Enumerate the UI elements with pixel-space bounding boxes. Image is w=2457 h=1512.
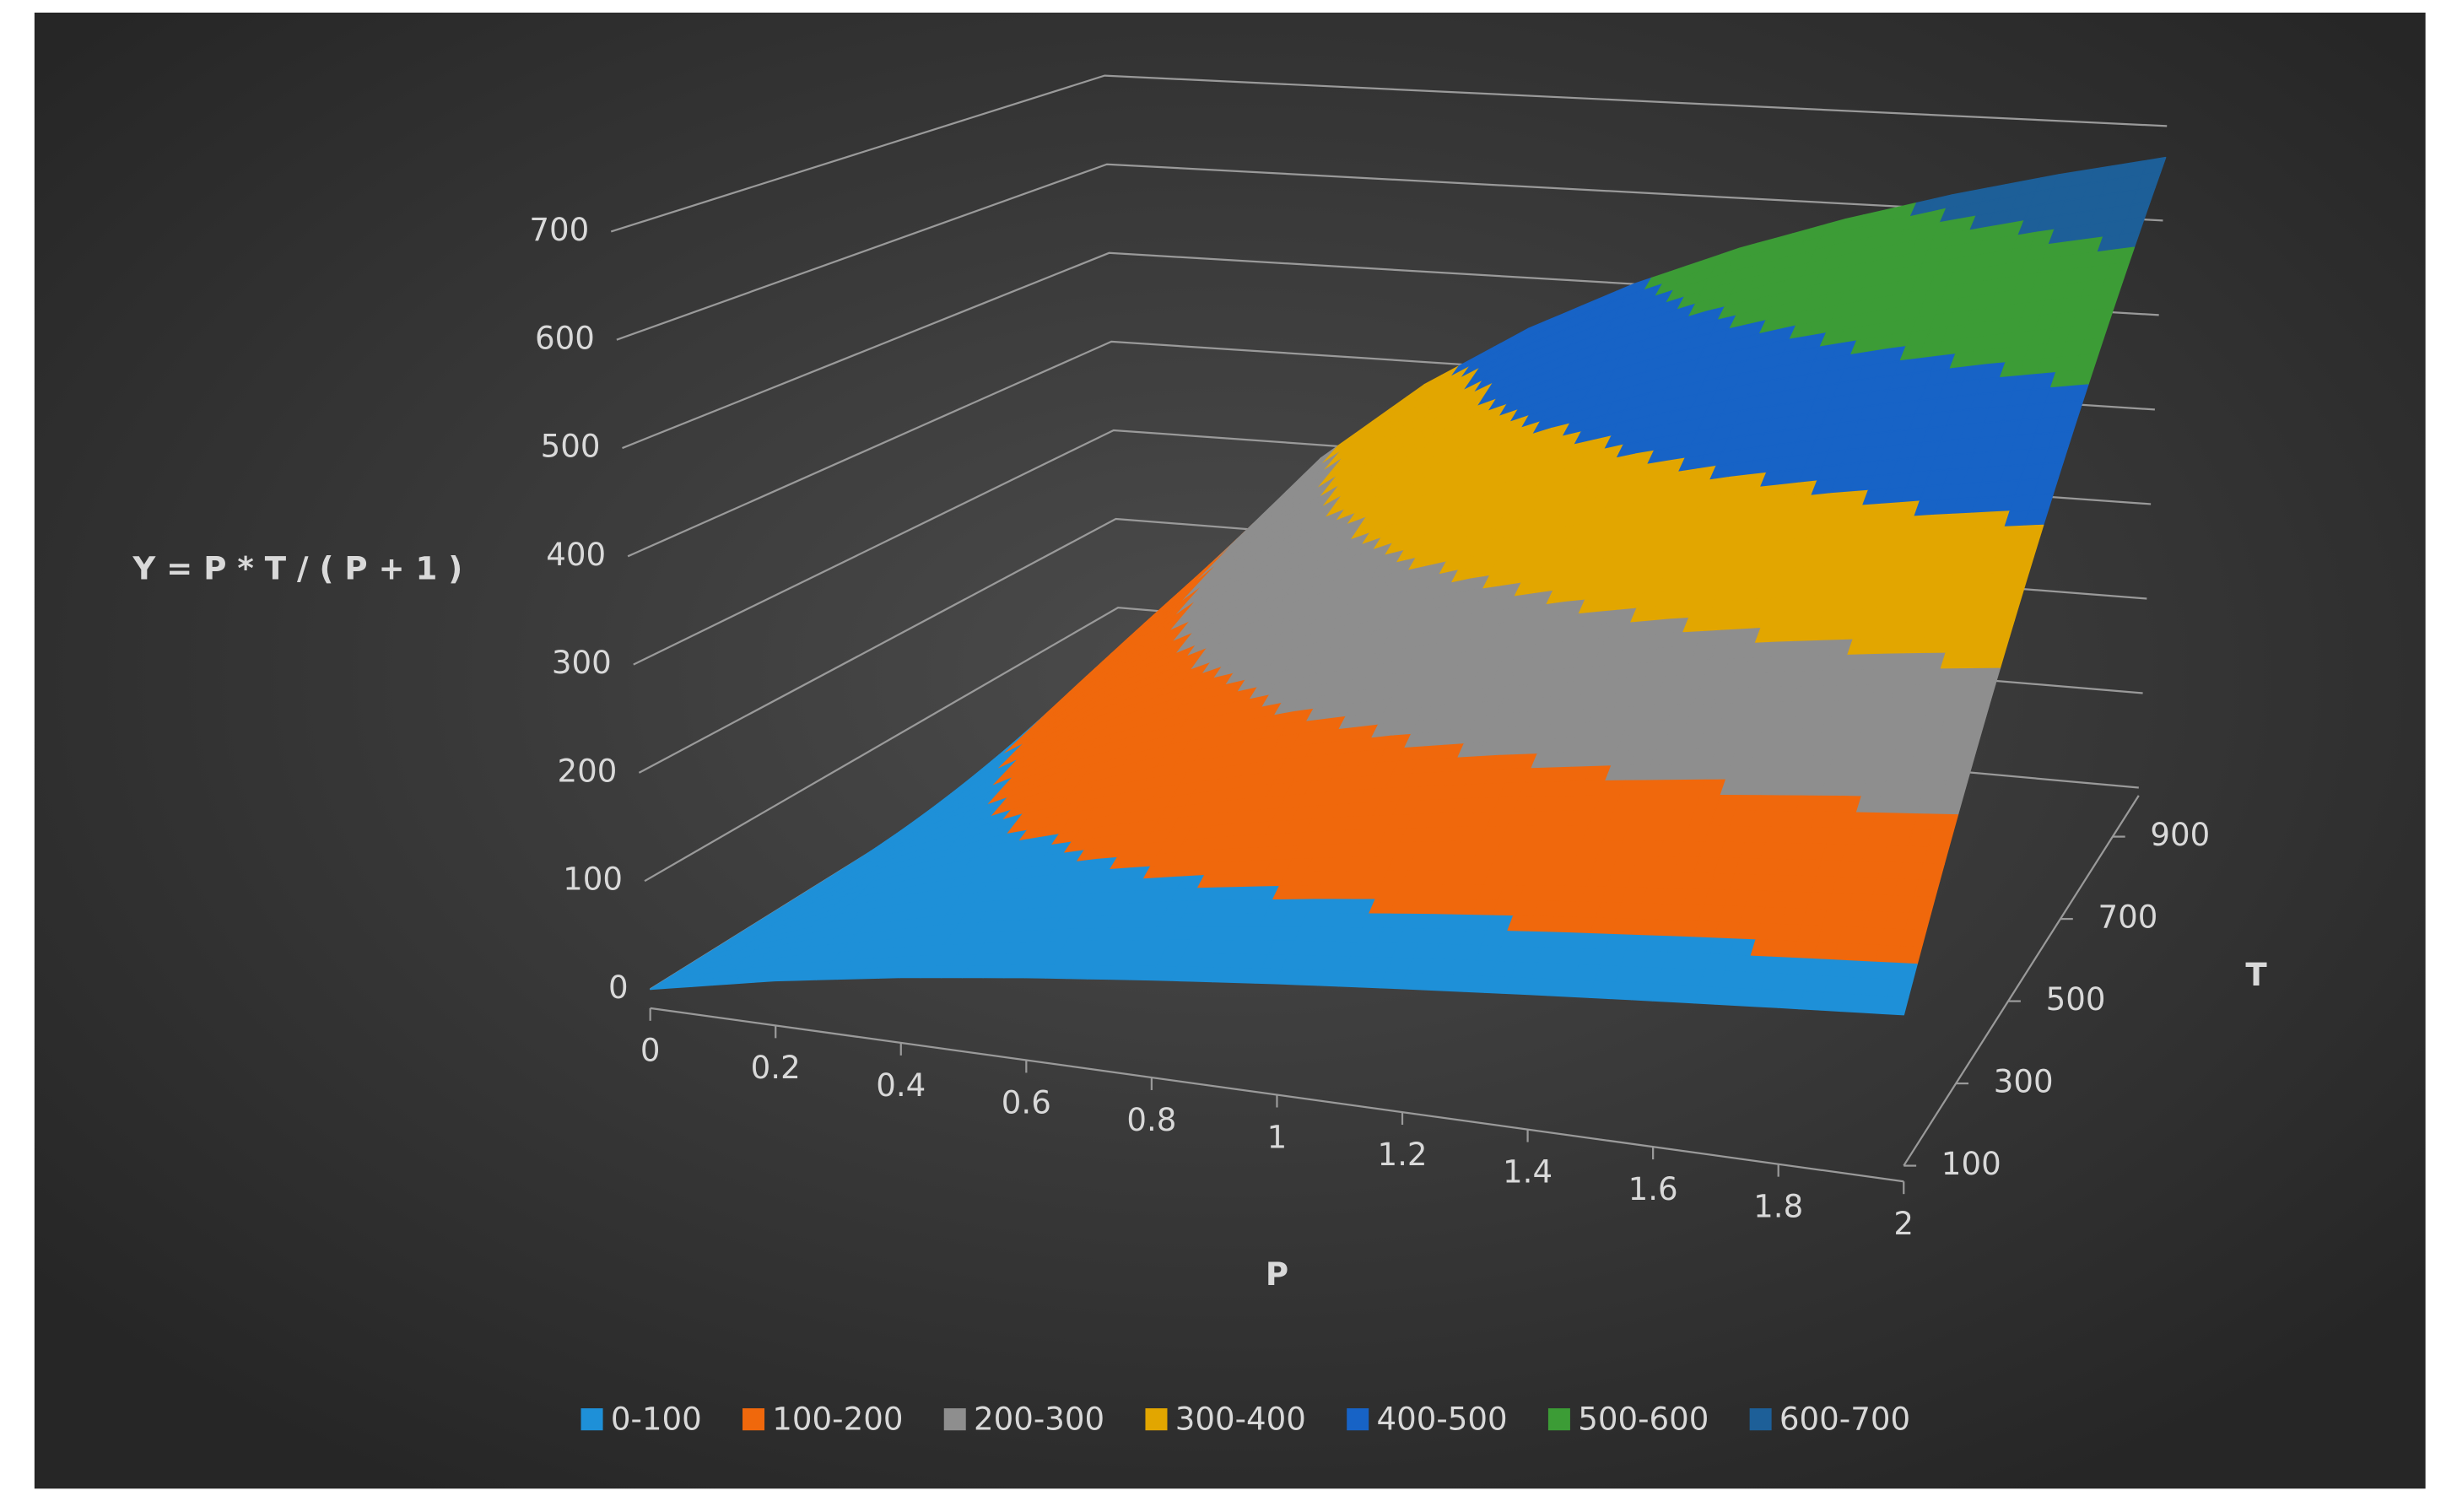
y-tick-label: 600 bbox=[535, 319, 595, 356]
surface-patch bbox=[1918, 862, 1945, 882]
legend-label: 100-200 bbox=[772, 1400, 903, 1437]
y-tick-label: 200 bbox=[558, 752, 618, 789]
x-tick-label: 0.6 bbox=[1002, 1083, 1051, 1120]
x-tick-label: 2 bbox=[1893, 1205, 1914, 1242]
surface-patch bbox=[1909, 896, 1936, 915]
y-tick-label: 700 bbox=[529, 211, 589, 248]
legend-label: 200-300 bbox=[974, 1400, 1104, 1437]
surface-patch bbox=[1994, 603, 2020, 622]
y-axis-title: Y = P * T / ( P + 1 ) bbox=[132, 549, 462, 586]
depth-tick-label: 100 bbox=[1941, 1145, 2001, 1182]
surface-patch bbox=[1882, 996, 1909, 1016]
legend-swatch bbox=[580, 1408, 603, 1431]
x-tick-label: 1 bbox=[1267, 1118, 1288, 1155]
depth-axis-title: T bbox=[2245, 956, 2267, 993]
plot-root: Y = P * T / ( P + 1 ) P T 0 100 200 300 400 5… bbox=[34, 12, 2426, 1489]
surface-patch bbox=[1904, 912, 1931, 932]
legend-label: 600-700 bbox=[1779, 1400, 1910, 1437]
surface-patch bbox=[1891, 962, 1918, 982]
surface-patch bbox=[1989, 619, 2015, 638]
x-tick-label: 1.4 bbox=[1503, 1153, 1552, 1190]
x-tick-label: 0.4 bbox=[876, 1066, 926, 1104]
x-axis-title: P bbox=[1266, 1256, 1288, 1293]
y-tick-label: 300 bbox=[552, 644, 612, 681]
surface-patch bbox=[1936, 797, 1963, 816]
legend-label: 0-100 bbox=[611, 1400, 702, 1437]
surface-patch bbox=[1914, 879, 1941, 899]
legend: 0-100 100-200 200-300 300-400 400-500 500-600… bbox=[580, 1400, 1910, 1438]
grid-line bbox=[610, 74, 2168, 233]
y-tick-label: 100 bbox=[563, 861, 623, 898]
depth-tick-label: 500 bbox=[2046, 980, 2106, 1018]
surface-patch bbox=[1974, 667, 2001, 686]
grid-line bbox=[616, 163, 2163, 341]
x-tick-label: 0.2 bbox=[751, 1049, 801, 1086]
surface-patch bbox=[1960, 716, 1987, 734]
surface-patch bbox=[1941, 780, 1968, 800]
surface-patch bbox=[1899, 929, 1927, 948]
surface-patch bbox=[1984, 635, 2011, 654]
y-tick-label: 400 bbox=[546, 536, 606, 573]
depth-tick-label: 900 bbox=[2150, 816, 2210, 853]
surface-patch bbox=[1951, 748, 1977, 767]
legend-swatch bbox=[742, 1408, 765, 1431]
x-tick-label: 1.6 bbox=[1628, 1170, 1678, 1207]
legend-swatch bbox=[1547, 1408, 1570, 1431]
surface-patch bbox=[1969, 683, 1996, 702]
legend-swatch bbox=[1347, 1408, 1369, 1431]
legend-swatch bbox=[1749, 1408, 1772, 1431]
surface-patch bbox=[1886, 979, 1914, 999]
legend-swatch bbox=[943, 1408, 966, 1431]
y-tick-label: 0 bbox=[608, 969, 629, 1006]
legend-label: 500-600 bbox=[1578, 1400, 1709, 1437]
depth-tick-label: 700 bbox=[2098, 899, 2158, 936]
legend-swatch bbox=[1145, 1408, 1168, 1431]
surface-patch bbox=[1979, 651, 2006, 670]
surface bbox=[649, 156, 2167, 1016]
x-tick-label: 0 bbox=[640, 1032, 661, 1069]
surface-patch bbox=[1965, 699, 1991, 718]
depth-tick-label: 300 bbox=[1994, 1063, 2054, 1100]
x-tick-label: 1.8 bbox=[1753, 1187, 1803, 1224]
surface-patch bbox=[1895, 946, 1923, 965]
legend-label: 300-400 bbox=[1175, 1400, 1306, 1437]
legend-label: 400-500 bbox=[1376, 1400, 1507, 1437]
x-tick-label: 0.8 bbox=[1126, 1101, 1176, 1138]
surface-patch bbox=[1955, 732, 1982, 751]
x-tick-label: 1.2 bbox=[1377, 1136, 1427, 1173]
y-tick-label: 500 bbox=[541, 427, 601, 464]
depth-axis-line bbox=[1903, 795, 2140, 1167]
surface-patch bbox=[1932, 813, 1959, 833]
surface-patch bbox=[1946, 764, 1973, 783]
surface-patch bbox=[1923, 846, 1950, 866]
surface-patch bbox=[1927, 830, 1954, 849]
